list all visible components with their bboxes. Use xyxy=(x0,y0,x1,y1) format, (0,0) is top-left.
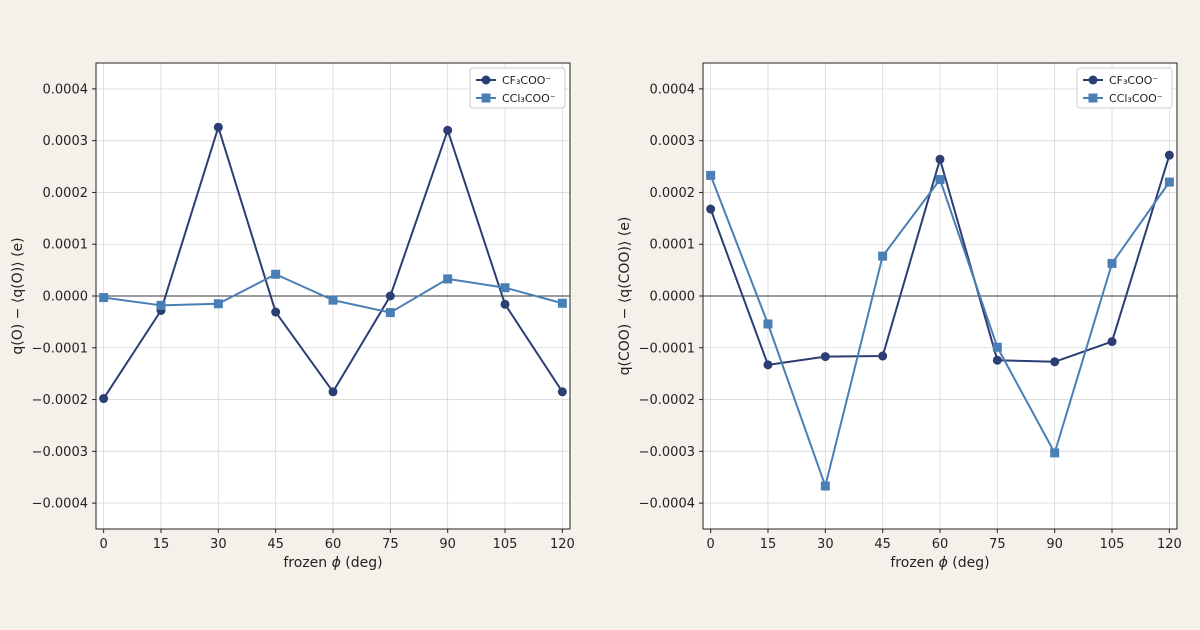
x-tick-label: 60 xyxy=(932,537,949,552)
y-tick-label: 0.0001 xyxy=(43,238,89,253)
data-point-1 xyxy=(878,351,888,361)
data-point-2 xyxy=(271,269,281,279)
y-axis-label: q(O) − ⟨q(O)⟩ (e) xyxy=(10,237,26,354)
y-tick-label: 0.0004 xyxy=(650,82,696,97)
data-point-2 xyxy=(443,274,453,284)
data-point-1 xyxy=(557,387,567,397)
y-tick-label: 0.0004 xyxy=(43,82,89,97)
x-tick-label: 45 xyxy=(267,537,284,552)
data-point-1 xyxy=(1107,337,1117,347)
data-point-1 xyxy=(763,360,773,370)
x-tick-label: 30 xyxy=(817,537,834,552)
chart-panel-2: 0 15 30 45 60 75 90 105 120 −0.0004 −0.0003 −0.0002… xyxy=(617,62,1182,571)
data-point-1 xyxy=(706,204,716,214)
data-point-2 xyxy=(1050,448,1060,458)
data-point-2 xyxy=(385,308,395,318)
legend: CF₃COO⁻ CCl₃COO⁻ xyxy=(1076,67,1173,109)
chart-panel-1: 0 15 30 45 60 75 90 105 120 −0.0004 −0.0003 −0.0002… xyxy=(10,62,575,571)
y-tick-label: 0.0000 xyxy=(43,290,89,305)
x-tick-label: 90 xyxy=(1046,537,1063,552)
data-point-1 xyxy=(385,291,395,301)
x-tick-label: 75 xyxy=(989,537,1006,552)
y-axis-label: q(COO) − ⟨q(COO)⟩ (e) xyxy=(617,217,633,376)
data-point-2 xyxy=(99,293,109,303)
data-point-2 xyxy=(1164,177,1174,187)
data-point-2 xyxy=(935,175,945,184)
data-point-1 xyxy=(271,307,281,317)
x-tick-label: 15 xyxy=(153,537,170,552)
x-tick-label: 90 xyxy=(439,537,456,552)
x-axis-label: frozen ϕ (deg) xyxy=(890,555,989,571)
y-tick-label: 0.0002 xyxy=(650,186,696,201)
x-tick-label: 75 xyxy=(382,537,399,552)
y-tick-label: −0.0001 xyxy=(32,341,88,356)
data-point-2 xyxy=(706,170,716,180)
data-point-2 xyxy=(763,319,773,329)
data-point-2 xyxy=(820,481,830,491)
data-point-2 xyxy=(500,283,510,293)
data-point-1 xyxy=(443,125,453,135)
data-point-1 xyxy=(820,352,830,362)
data-point-2 xyxy=(328,295,338,305)
y-tick-label: 0.0002 xyxy=(43,186,89,201)
legend-label-2: CCl₃COO⁻ xyxy=(1109,92,1163,105)
x-tick-label: 0 xyxy=(100,537,108,552)
x-tick-label: 60 xyxy=(325,537,342,552)
x-tick-label: 120 xyxy=(1157,537,1182,552)
legend-marker-1 xyxy=(481,75,491,85)
data-point-2 xyxy=(213,299,223,309)
data-point-1 xyxy=(328,387,338,397)
data-point-1 xyxy=(1164,150,1174,160)
legend-label-1: CF₃COO⁻ xyxy=(1109,74,1158,87)
legend-label-1: CF₃COO⁻ xyxy=(502,74,551,87)
x-tick-label: 30 xyxy=(210,537,227,552)
data-point-1 xyxy=(99,394,109,404)
y-tick-label: −0.0003 xyxy=(639,445,695,460)
y-tick-label: 0.0001 xyxy=(650,238,696,253)
x-tick-label: 120 xyxy=(550,537,575,552)
y-tick-label: 0.0000 xyxy=(650,290,696,305)
legend-marker-1 xyxy=(1088,75,1098,85)
data-point-1 xyxy=(213,122,223,132)
legend-label-2: CCl₃COO⁻ xyxy=(502,92,556,105)
y-tick-label: −0.0003 xyxy=(32,445,88,460)
legend: CF₃COO⁻ CCl₃COO⁻ xyxy=(469,67,566,109)
data-point-1 xyxy=(500,299,510,309)
x-tick-label: 105 xyxy=(493,537,518,552)
data-point-2 xyxy=(156,300,166,310)
x-tick-label: 0 xyxy=(707,537,715,552)
data-point-2 xyxy=(557,298,567,308)
y-tick-label: −0.0001 xyxy=(639,341,695,356)
data-point-2 xyxy=(1107,258,1117,268)
y-tick-label: 0.0003 xyxy=(43,134,89,149)
y-tick-label: −0.0004 xyxy=(639,497,695,512)
legend-marker-2 xyxy=(1088,93,1098,103)
data-point-2 xyxy=(878,251,888,261)
legend-marker-2 xyxy=(481,93,491,103)
data-point-2 xyxy=(992,342,1002,352)
x-tick-label: 105 xyxy=(1100,537,1125,552)
data-point-1 xyxy=(935,154,945,164)
data-point-1 xyxy=(1050,357,1060,367)
y-tick-label: −0.0004 xyxy=(32,497,88,512)
data-point-1 xyxy=(992,355,1002,365)
x-tick-label: 15 xyxy=(760,537,777,552)
y-tick-label: −0.0002 xyxy=(32,393,88,408)
x-tick-label: 45 xyxy=(874,537,891,552)
y-tick-label: 0.0003 xyxy=(650,134,696,149)
x-axis-label: frozen ϕ (deg) xyxy=(283,555,382,571)
y-tick-label: −0.0002 xyxy=(639,393,695,408)
